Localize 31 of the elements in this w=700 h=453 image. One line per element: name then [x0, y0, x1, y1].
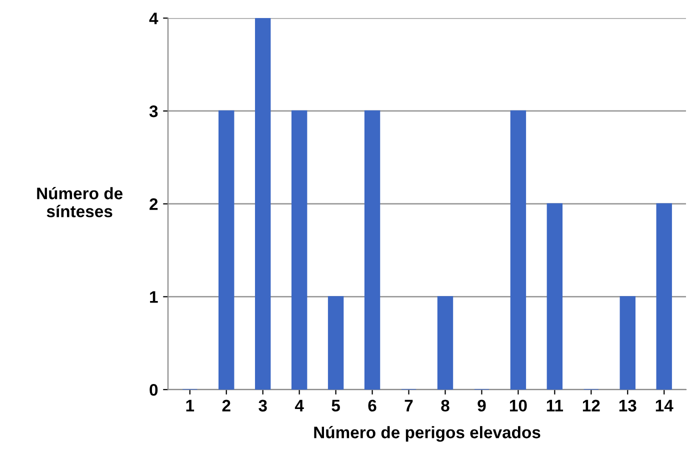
- bar: [510, 110, 526, 390]
- x-tick-label: 10: [510, 400, 527, 412]
- bar: [437, 296, 454, 390]
- y-tick-label: 4: [149, 12, 158, 24]
- bar: [291, 110, 308, 390]
- y-tick-label: 0: [150, 384, 158, 396]
- bar: [328, 296, 344, 390]
- x-tick-label: 13: [619, 400, 636, 412]
- x-tick-label: 8: [441, 400, 450, 412]
- x-tick-label: 5: [332, 400, 340, 412]
- x-tick-label: 14: [656, 400, 674, 412]
- bar: [254, 18, 271, 390]
- y-tick-label: 1: [150, 291, 158, 303]
- bar: [620, 296, 636, 390]
- bar: [218, 110, 234, 390]
- x-tick-label: 2: [222, 400, 230, 412]
- x-tick-label: 12: [582, 400, 600, 412]
- y-tick-label: 3: [149, 105, 158, 118]
- x-tick-label: 4: [294, 400, 304, 412]
- x-axis-title: Número de perigos elevados: [314, 426, 540, 442]
- bar: [656, 203, 672, 390]
- x-tick-label: 3: [258, 400, 267, 412]
- bar: [546, 203, 563, 390]
- y-axis-title: Número de sínteses: [37, 186, 123, 218]
- x-tick-label: 1: [186, 400, 194, 412]
- x-tick-label: 7: [404, 400, 413, 412]
- y-tick-label: 2: [150, 198, 158, 210]
- x-tick-label: 11: [546, 400, 564, 412]
- bar: [364, 110, 380, 390]
- x-tick-label: 6: [368, 400, 376, 412]
- x-tick-label: 9: [478, 400, 486, 412]
